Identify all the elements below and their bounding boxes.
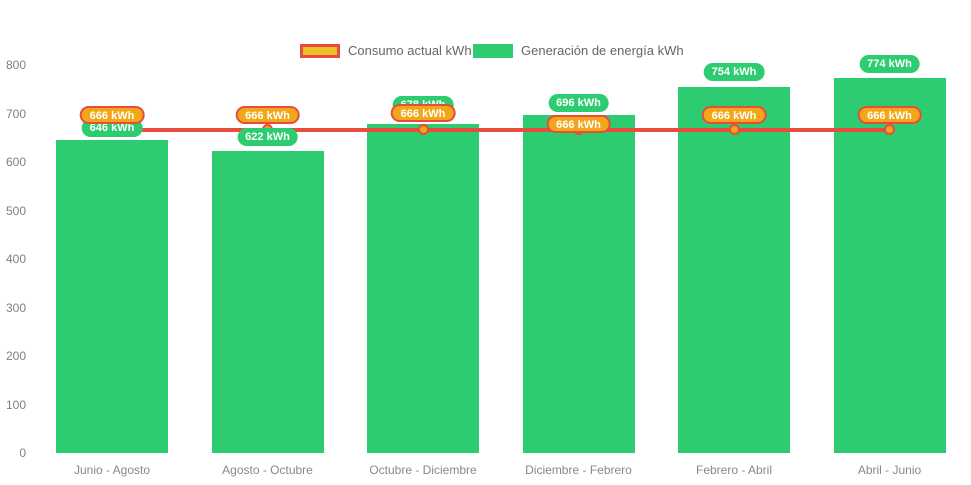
x-axis-category-label: Octubre - Diciembre [369, 463, 477, 477]
y-axis-tick-label: 0 [19, 446, 26, 460]
y-axis-tick-label: 800 [5, 58, 26, 72]
x-axis-category-label: Junio - Agosto [73, 463, 151, 477]
x-axis-category-label: Agosto - Octubre [222, 463, 313, 477]
consumo-value-label: 666 kWh [79, 106, 145, 124]
bar-generacion[interactable] [211, 151, 324, 453]
bar-generacion[interactable] [833, 77, 946, 453]
consumo-value-label: 666 kWh [701, 106, 767, 124]
y-axis-tick-label: 600 [5, 155, 26, 169]
y-axis-tick-label: 500 [5, 203, 26, 218]
legend-item-generacion[interactable]: Generación de energía kWh [473, 43, 684, 58]
generacion-value-label: 696 kWh [548, 94, 609, 112]
consumo-line [112, 127, 890, 132]
bar-generacion[interactable] [367, 124, 479, 453]
consumo-point[interactable] [728, 124, 740, 136]
y-axis-tick-label: 300 [5, 300, 26, 315]
consumo-value-label: 666 kWh [857, 106, 922, 124]
consumo-value-label: 666 kWh [390, 104, 456, 122]
legend-item-consumo[interactable]: Consumo actual kWh [300, 43, 472, 58]
y-axis-tick-label: 400 [5, 252, 26, 266]
generacion-legend-swatch [473, 43, 513, 58]
chart-legend: Consumo actual kWh Generación de energía… [0, 40, 971, 58]
y-axis-tick-label: 700 [5, 106, 26, 121]
consumo-legend-label: Consumo actual kWh [348, 43, 472, 58]
x-axis-category-label: Diciembre - Febrero [525, 463, 632, 477]
bar-generacion[interactable] [56, 139, 168, 453]
generacion-value-label: 774 kWh [859, 55, 920, 73]
consumo-legend-swatch [300, 43, 340, 58]
generacion-value-label: 754 kWh [703, 63, 765, 81]
x-axis-category-label: Abril - Junio [857, 463, 922, 477]
y-axis-tick-label: 100 [5, 397, 26, 412]
generacion-value-label: 622 kWh [237, 128, 298, 146]
consumo-point[interactable] [884, 124, 895, 136]
generacion-legend-label: Generación de energía kWh [521, 43, 684, 58]
consumo-value-label: 666 kWh [546, 115, 611, 133]
bar-generacion[interactable] [522, 115, 635, 453]
consumo-value-label: 666 kWh [235, 106, 300, 124]
bar-generacion[interactable] [678, 87, 790, 453]
consumo-point[interactable] [417, 124, 429, 136]
x-axis-category-label: Febrero - Abril [695, 463, 773, 477]
y-axis-tick-label: 200 [5, 349, 26, 363]
